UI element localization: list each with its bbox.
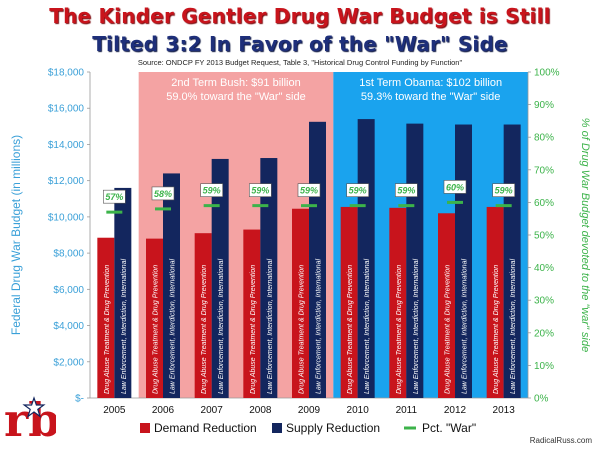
bar-label-supply: Law Enforcement, Interdiction, Internati… — [413, 259, 420, 394]
legend-swatch-demand — [140, 423, 150, 433]
pct-label-2008: 59% — [251, 186, 269, 196]
bar-label-demand: Drug Abuse Treatment & Drug Prevention — [299, 265, 306, 394]
y-tick-right: 60% — [534, 198, 554, 209]
pct-label-2005: 57% — [105, 192, 123, 202]
x-tick-2005: 2005 — [103, 405, 126, 416]
bar-label-demand: Drug Abuse Treatment & Drug Prevention — [104, 265, 111, 394]
y-tick-left: $4,000 — [53, 321, 84, 332]
bar-demand-2010 — [340, 206, 358, 398]
bar-supply-2008 — [260, 158, 278, 398]
x-tick-2010: 2010 — [347, 405, 370, 416]
bar-supply-2006 — [163, 173, 180, 398]
bar-demand-2008 — [243, 229, 261, 398]
bar-demand-2011 — [389, 207, 407, 398]
y-tick-right: 90% — [534, 100, 554, 111]
x-tick-2007: 2007 — [201, 405, 224, 416]
y-tick-left: $6,000 — [53, 285, 84, 296]
y-tick-right: 40% — [534, 263, 554, 274]
bar-label-supply: Law Enforcement, Interdiction, Internati… — [462, 259, 469, 394]
radicalruss-logo: rb — [4, 393, 56, 444]
pct-label-box-2008 — [249, 183, 272, 197]
bar-label-demand: Drug Abuse Treatment & Drug Prevention — [153, 265, 160, 394]
bar-label-demand: Drug Abuse Treatment & Drug Prevention — [201, 265, 208, 394]
region-bush-label: 2nd Term Bush: $91 billion — [171, 77, 300, 89]
region-obama-sublabel: 59.3% toward the "War" side — [361, 91, 500, 103]
bar-label-supply: Law Enforcement, Interdiction, Internati… — [267, 259, 274, 394]
y-tick-left: $18,000 — [48, 68, 85, 79]
bar-label-demand: Drug Abuse Treatment & Drug Prevention — [493, 265, 500, 394]
y-tick-left: $8,000 — [53, 249, 84, 260]
y-tick-left: $16,000 — [48, 104, 85, 115]
bar-supply-2005 — [114, 187, 132, 398]
pct-label-2006: 58% — [154, 189, 172, 199]
bar-demand-2005 — [97, 237, 115, 398]
pct-label-2010: 59% — [349, 186, 367, 196]
y-tick-left: $2,000 — [53, 357, 84, 368]
region-bush-sublabel: 59.0% toward the "War" side — [166, 91, 305, 103]
pct-label-box-2007 — [200, 183, 223, 197]
pct-label-box-2012 — [443, 180, 467, 194]
y-tick-left: $10,000 — [48, 212, 85, 223]
bar-label-demand: Drug Abuse Treatment & Drug Prevention — [250, 265, 257, 394]
bar-label-supply: Law Enforcement, Interdiction, Internati… — [218, 259, 225, 394]
bar-label-demand: Drug Abuse Treatment & Drug Prevention — [445, 265, 452, 394]
y-tick-right: 70% — [534, 165, 554, 176]
y-tick-right: 80% — [534, 133, 554, 144]
y-tick-left: $- — [75, 394, 84, 405]
y-axis-left-title: Federal Drug War Budget (in millions) — [9, 135, 23, 335]
y-tick-left: $12,000 — [48, 176, 85, 187]
bar-label-supply: Law Enforcement, Interdiction, Internati… — [510, 259, 517, 394]
pct-label-box-2009 — [297, 183, 321, 197]
pct-label-box-2013 — [492, 183, 515, 197]
legend-swatch-supply — [272, 423, 282, 433]
legend-label-pct: Pct. "War" — [422, 421, 476, 435]
x-tick-2012: 2012 — [444, 405, 467, 416]
x-tick-2013: 2013 — [493, 405, 516, 416]
y-tick-right: 100% — [534, 68, 560, 79]
pct-label-box-2011 — [395, 183, 418, 197]
credit-text: RadicalRuss.com — [529, 436, 592, 445]
chart-title-line2: Tilted 3:2 In Favor of the "War" Side — [92, 32, 508, 56]
bar-label-demand: Drug Abuse Treatment & Drug Prevention — [347, 265, 354, 394]
pct-label-2013: 59% — [495, 186, 513, 196]
pct-label-2009: 59% — [300, 186, 318, 196]
y-tick-right: 20% — [534, 328, 554, 339]
legend-label-demand: Demand Reduction — [154, 421, 257, 435]
y-tick-right: 10% — [534, 361, 554, 372]
bar-demand-2007 — [194, 233, 212, 398]
bar-label-supply: Law Enforcement, Interdiction, Internati… — [170, 259, 177, 394]
bar-demand-2006 — [146, 238, 163, 398]
pct-label-box-2010 — [346, 183, 369, 197]
chart-title-line1: The Kinder Gentler Drug War Budget is St… — [49, 4, 551, 28]
bar-label-supply: Law Enforcement, Interdiction, Internati… — [121, 259, 128, 394]
bar-demand-2012 — [438, 213, 455, 398]
bar-supply-2007 — [211, 158, 229, 398]
pct-label-2011: 59% — [397, 186, 415, 196]
bar-label-supply: Law Enforcement, Interdiction, Internati… — [364, 259, 371, 394]
y-tick-left: $14,000 — [48, 140, 85, 151]
bar-demand-2009 — [292, 208, 309, 398]
x-tick-2006: 2006 — [152, 405, 175, 416]
bar-label-demand: Drug Abuse Treatment & Drug Prevention — [396, 265, 403, 394]
pct-label-2007: 59% — [203, 186, 221, 196]
pct-label-2012: 60% — [446, 182, 464, 192]
region-obama-label: 1st Term Obama: $102 billion — [359, 77, 502, 89]
source-note: Source: ONDCP FY 2013 Budget Request, Ta… — [137, 58, 463, 67]
pct-label-box-2005 — [103, 189, 126, 204]
bar-label-supply: Law Enforcement, Interdiction, Internati… — [316, 259, 323, 394]
y-tick-right: 50% — [534, 231, 554, 242]
x-tick-2008: 2008 — [249, 405, 272, 416]
x-tick-2009: 2009 — [298, 405, 321, 416]
x-tick-2011: 2011 — [396, 405, 418, 416]
y-tick-right: 30% — [534, 296, 554, 307]
pct-label-box-2006 — [151, 186, 175, 201]
y-tick-right: 0% — [534, 394, 549, 405]
y-axis-right-title: % of Drug War Budget devoted to the "war… — [579, 118, 591, 352]
bar-demand-2013 — [486, 206, 504, 398]
legend-label-supply: Supply Reduction — [286, 421, 380, 435]
svg-text:rb: rb — [4, 393, 56, 444]
